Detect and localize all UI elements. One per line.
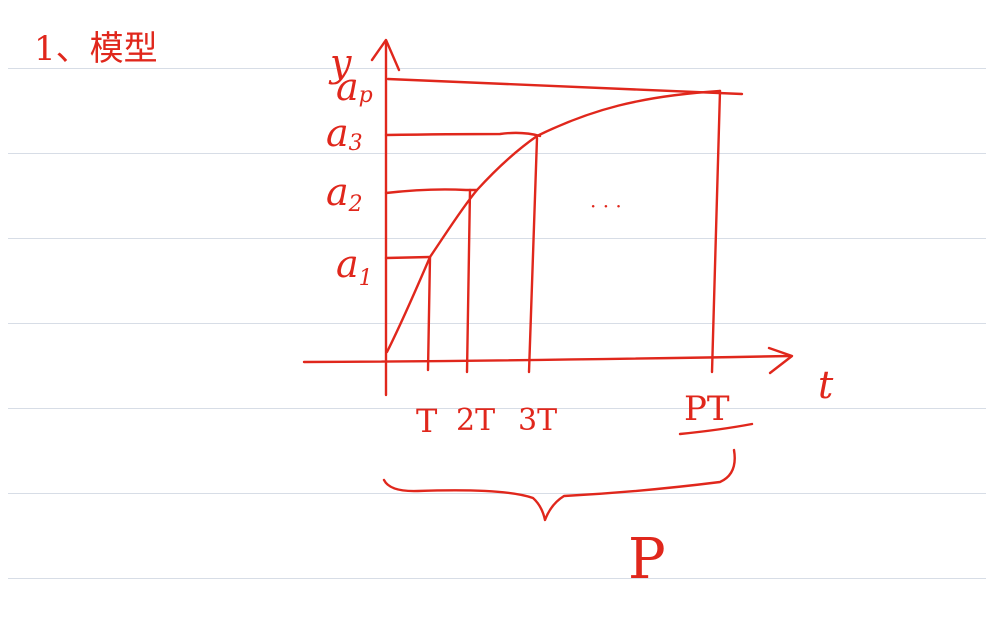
ruled-line [8,153,986,154]
level-line-ap [386,77,744,96]
x-tick-label: PT [684,389,730,429]
brace-label: P [628,527,666,592]
section-heading: 1、模型 [34,29,158,69]
level-line-a2 [384,188,479,195]
y-level-label: ap [336,65,373,109]
drop-line-t1 [426,255,432,372]
y-axis-label: y [328,41,352,85]
x-tick-label: T [416,402,438,440]
ruled-line [8,493,986,494]
drop-line-tp [710,89,722,374]
curly-brace [382,448,736,522]
level-line-a1 [384,255,432,260]
ruled-line [8,408,986,409]
drop-line-t2 [465,188,472,374]
ruled-line [8,323,986,324]
ruled-line [8,578,986,579]
y-level-label: a2 [326,170,363,217]
x-tick-label: 2T [456,403,495,438]
y-axis-arrowhead [370,38,401,72]
x-tick-label: 3T [518,403,557,438]
y-level-label: a3 [326,111,363,156]
x-axis-line [302,354,792,364]
growth-curve [385,89,722,354]
drop-line-t3 [527,136,539,374]
x-axis-label: t [818,363,834,407]
pt-underline [678,422,754,436]
y-level-label: a1 [336,242,373,291]
level-line-a3 [384,131,542,138]
ellipsis-dots: · · · [590,194,622,218]
ruled-line [8,238,986,239]
x-axis-arrowhead [767,346,794,375]
ruled-line [8,68,986,69]
